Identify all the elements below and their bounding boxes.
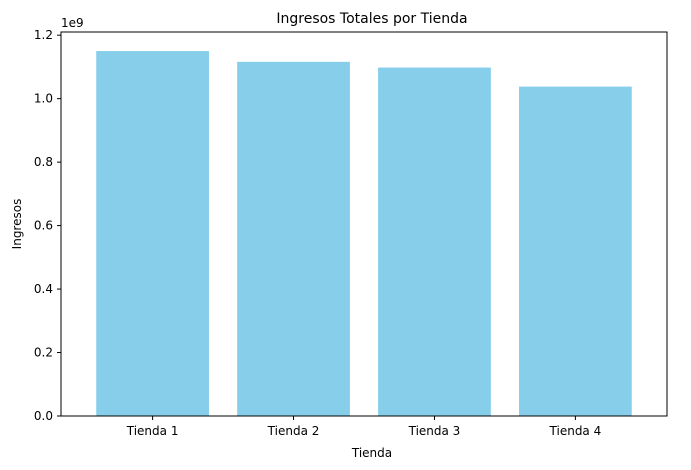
chart-title: Ingresos Totales por Tienda: [276, 11, 467, 27]
bar-3: [378, 67, 491, 417]
x-tick-label: Tienda 4: [549, 424, 602, 438]
y-axis-label: Ingresos: [10, 199, 24, 250]
bar-4: [519, 86, 632, 417]
y-tick-label: 1.0: [34, 92, 53, 106]
x-tick-label: Tienda 1: [126, 424, 179, 438]
bars-group: [96, 51, 632, 417]
x-tick-label: Tienda 3: [408, 424, 461, 438]
y-tick-label: 0.6: [34, 219, 53, 233]
x-tick-label: Tienda 2: [267, 424, 320, 438]
x-axis-label: Tienda: [351, 446, 392, 460]
x-ticks-group: Tienda 1 Tienda 2 Tienda 3 Tienda 4: [126, 416, 601, 438]
y-tick-label: 0.0: [34, 409, 53, 423]
bar-1: [96, 51, 209, 416]
y-tick-label: 1.2: [34, 28, 53, 42]
plot-frame: [60, 31, 668, 417]
y-tick-label: 0.2: [34, 346, 53, 360]
bar-2: [237, 61, 350, 416]
y-tick-label: 0.8: [34, 155, 53, 169]
y-tick-label: 0.4: [34, 282, 53, 296]
y-ticks-group: 0.0 0.2 0.4 0.6 0.8 1.0 1.2: [34, 28, 61, 423]
y-offset-label: 1e9: [61, 16, 84, 30]
